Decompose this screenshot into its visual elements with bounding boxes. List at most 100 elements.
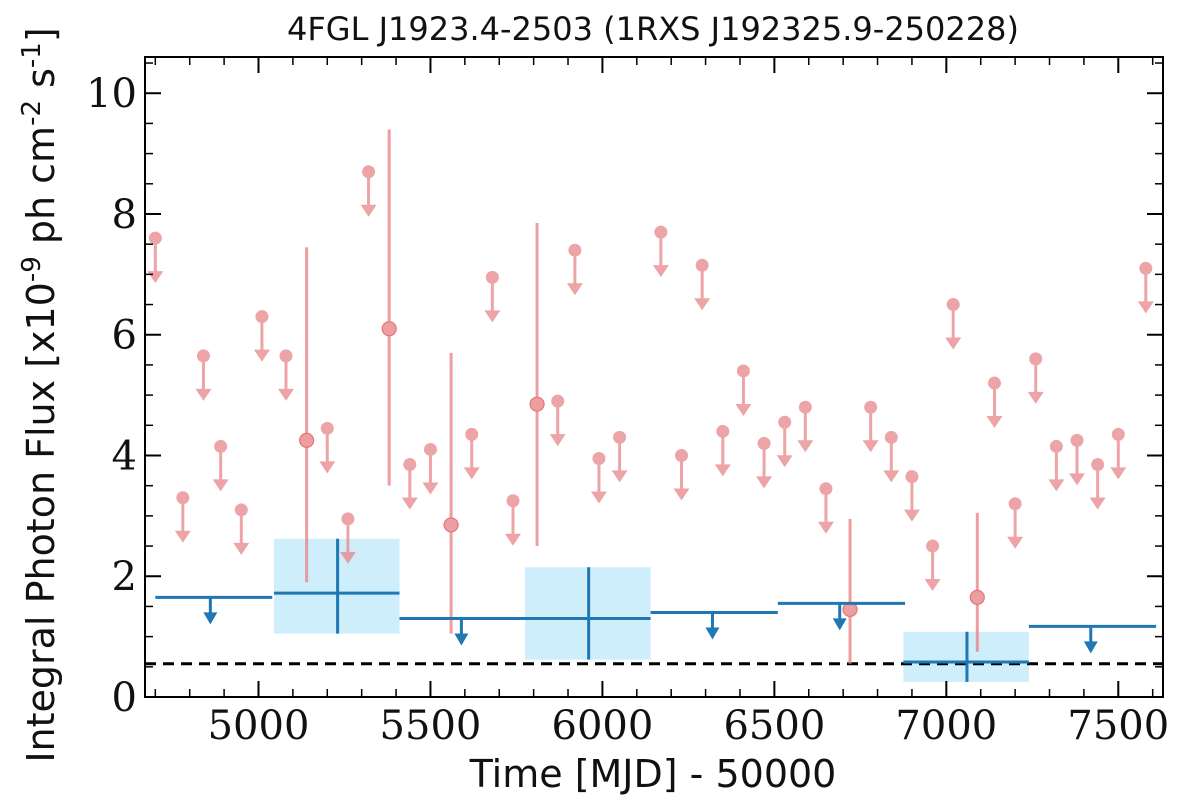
- upper-limit-point: [147, 231, 164, 284]
- upper-limit-point: [986, 376, 1003, 429]
- upper-limit-arrowhead: [756, 476, 773, 489]
- detection-marker: [969, 589, 985, 605]
- upper-limit-arrowhead: [714, 464, 731, 477]
- upper-limit-marker: [341, 512, 355, 526]
- upper-limit-marker: [716, 424, 730, 438]
- upper-limit-marker: [234, 503, 248, 517]
- upper-limit-point: [504, 494, 521, 546]
- upper-limit-arrowhead: [504, 533, 521, 546]
- upper-limit-point: [817, 482, 834, 534]
- upper-limit-marker: [987, 376, 1001, 390]
- upper-limit-arrowhead: [1027, 391, 1044, 404]
- upper-limit-marker: [905, 470, 919, 484]
- upper-limit-marker: [255, 310, 269, 324]
- upper-limit-point: [1048, 439, 1065, 492]
- long-bin-arrowhead: [203, 612, 218, 625]
- upper-limit-point: [360, 165, 377, 217]
- upper-limit-arrowhead: [611, 470, 628, 483]
- y-tick-label: 2: [112, 554, 137, 600]
- upper-limit-marker: [196, 349, 210, 363]
- upper-limit-marker: [819, 482, 833, 496]
- detection-marker: [381, 321, 397, 337]
- upper-limit-marker: [864, 400, 878, 414]
- upper-limit-marker: [214, 439, 228, 453]
- y-tick-label: 6: [112, 313, 137, 359]
- upper-limit-point: [611, 430, 628, 483]
- long-bin-arrowhead: [1083, 641, 1098, 654]
- upper-limit-point: [1027, 352, 1044, 404]
- upper-limit-arrowhead: [590, 491, 607, 504]
- long-bin-arrowhead: [705, 627, 720, 640]
- long-bin-detection: [273, 538, 400, 634]
- upper-limit-arrowhead: [986, 416, 1003, 429]
- upper-limit-point: [945, 298, 962, 350]
- upper-limit-point: [484, 270, 501, 323]
- upper-limit-arrowhead: [1110, 467, 1127, 480]
- upper-limit-arrowhead: [903, 509, 920, 522]
- upper-limit-marker: [946, 298, 960, 312]
- upper-limit-arrowhead: [945, 337, 962, 350]
- x-tick-label: 7000: [895, 703, 997, 749]
- upper-limit-point: [212, 439, 229, 492]
- upper-limit-arrowhead: [422, 482, 439, 495]
- x-axis-label: Time [MJD] - 50000: [469, 752, 837, 796]
- upper-limit-arrowhead: [147, 271, 164, 284]
- upper-limit-marker: [485, 270, 499, 284]
- long-bin-upper-limit: [155, 595, 273, 625]
- upper-limit-marker: [465, 427, 479, 441]
- upper-limit-arrowhead: [1069, 473, 1086, 486]
- upper-limit-marker: [506, 494, 520, 508]
- upper-limit-arrowhead: [735, 403, 752, 416]
- long-bin-upper-limit: [777, 601, 906, 631]
- upper-limit-arrowhead: [566, 283, 583, 296]
- upper-limit-marker: [1008, 497, 1022, 511]
- upper-limit-marker: [568, 243, 582, 257]
- upper-limit-arrowhead: [212, 479, 229, 492]
- y-tick-label: 4: [112, 433, 137, 479]
- upper-limit-arrowhead: [401, 497, 418, 510]
- detection-point: [842, 518, 858, 664]
- upper-limit-marker: [798, 400, 812, 414]
- upper-limit-arrowhead: [174, 530, 191, 543]
- upper-limit-point: [422, 442, 439, 495]
- upper-limit-marker: [1139, 261, 1153, 275]
- upper-limit-marker: [403, 458, 417, 472]
- upper-limit-arrowhead: [694, 298, 711, 311]
- upper-limit-point: [883, 430, 900, 483]
- long-bin-upper-limit: [399, 617, 526, 646]
- upper-limit-point: [694, 258, 711, 311]
- upper-limit-marker: [778, 415, 792, 429]
- detection-point: [381, 129, 397, 486]
- upper-limit-point: [566, 243, 583, 296]
- upper-limit-arrowhead: [233, 542, 250, 555]
- axes: 5000 5500 6000 6500 7000 7500 0 2 4 6 8 10: [86, 56, 1169, 749]
- detection-marker: [529, 396, 545, 412]
- detection-point: [443, 352, 459, 634]
- x-tick-label: 7500: [1067, 703, 1169, 749]
- upper-limit-marker: [1091, 458, 1105, 472]
- upper-limit-marker: [1049, 439, 1063, 453]
- long-bin-upper-limit: [1028, 624, 1157, 654]
- upper-limit-arrowhead: [195, 388, 212, 401]
- upper-limit-point: [1069, 433, 1086, 486]
- upper-limit-arrowhead: [1089, 497, 1106, 510]
- x-tick-label: 5500: [380, 703, 482, 749]
- upper-limit-arrowhead: [319, 461, 336, 474]
- upper-limit-arrowhead: [253, 349, 270, 362]
- upper-limit-arrowhead: [484, 310, 501, 323]
- upper-limit-point: [797, 400, 814, 453]
- upper-limit-arrowhead: [339, 551, 356, 564]
- upper-limit-arrowhead: [360, 204, 377, 217]
- upper-limit-marker: [884, 430, 898, 444]
- upper-limit-marker: [695, 258, 709, 272]
- upper-limit-point: [714, 424, 731, 477]
- plot-frame: [144, 56, 1164, 698]
- upper-limit-arrowhead: [817, 521, 834, 534]
- upper-limit-marker: [176, 491, 190, 505]
- upper-limit-point: [756, 436, 773, 489]
- upper-limit-marker: [1070, 433, 1084, 447]
- upper-limit-point: [924, 539, 941, 592]
- upper-limit-marker: [757, 436, 771, 450]
- upper-limit-marker: [736, 364, 750, 378]
- upper-limit-point: [1110, 427, 1127, 480]
